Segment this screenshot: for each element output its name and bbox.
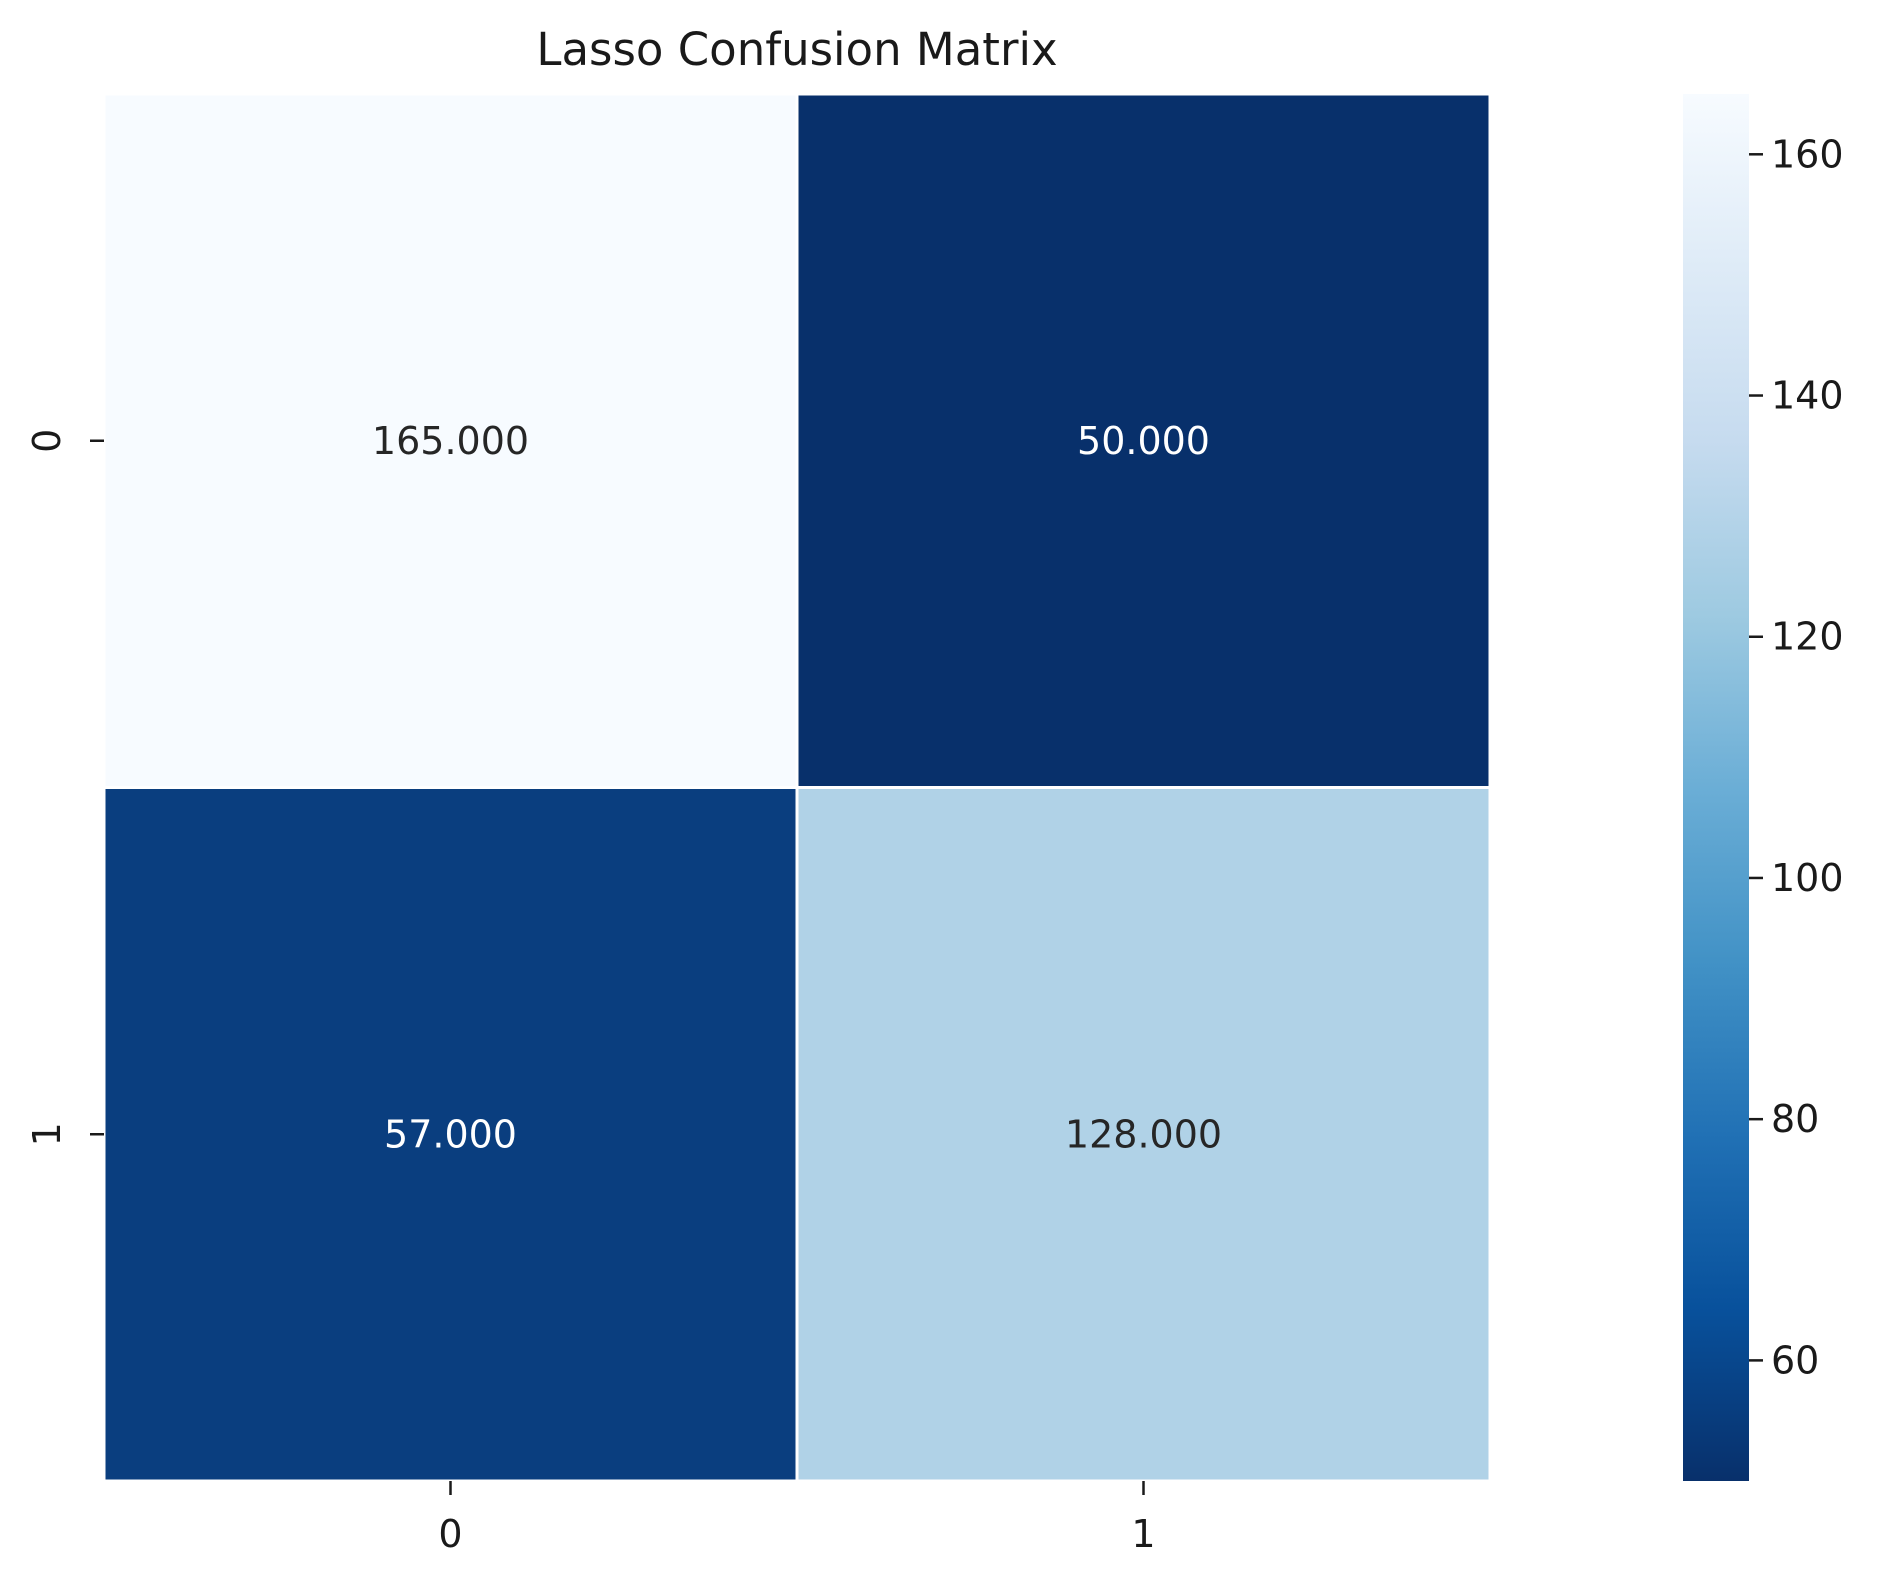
colorbar: 60 80 100 120 140 160 — [1683, 94, 1844, 1481]
colorbar-tick-label-5: 160 — [1771, 132, 1844, 176]
colorbar-ticks: 60 80 100 120 140 160 — [1749, 132, 1844, 1382]
colorbar-gradient — [1683, 94, 1749, 1481]
heatmap-cell-labels: 165.000 50.000 57.000 128.000 — [372, 419, 1222, 1157]
heatmap-cell-1-1 — [795, 786, 1492, 1483]
y-tick-label-1: 1 — [25, 1122, 69, 1146]
colorbar-tick-label-3: 120 — [1771, 615, 1844, 659]
y-tick-label-0: 0 — [25, 429, 69, 453]
colorbar-tick-label-1: 80 — [1771, 1097, 1819, 1141]
heatmap-cell-0-1 — [795, 92, 1492, 789]
heatmap-cell-0-0 — [102, 92, 799, 789]
colorbar-tick-label-2: 100 — [1771, 856, 1844, 900]
heatmap-cells — [102, 92, 1492, 1483]
cell-value-label-1-0: 57.000 — [384, 1112, 517, 1156]
cell-value-label-0-1: 50.000 — [1077, 419, 1210, 463]
x-tick-label-0: 0 — [438, 1512, 462, 1556]
colorbar-tick-label-4: 140 — [1771, 374, 1844, 418]
chart-title: Lasso Confusion Matrix — [536, 23, 1057, 76]
x-tick-label-1: 1 — [1131, 1512, 1155, 1556]
y-axis: 01 — [25, 429, 104, 1146]
cell-value-label-0-0: 165.000 — [372, 419, 529, 463]
heatmap-cell-1-0 — [102, 786, 799, 1483]
cell-value-label-1-1: 128.000 — [1065, 1112, 1222, 1156]
colorbar-tick-label-0: 60 — [1771, 1338, 1819, 1382]
